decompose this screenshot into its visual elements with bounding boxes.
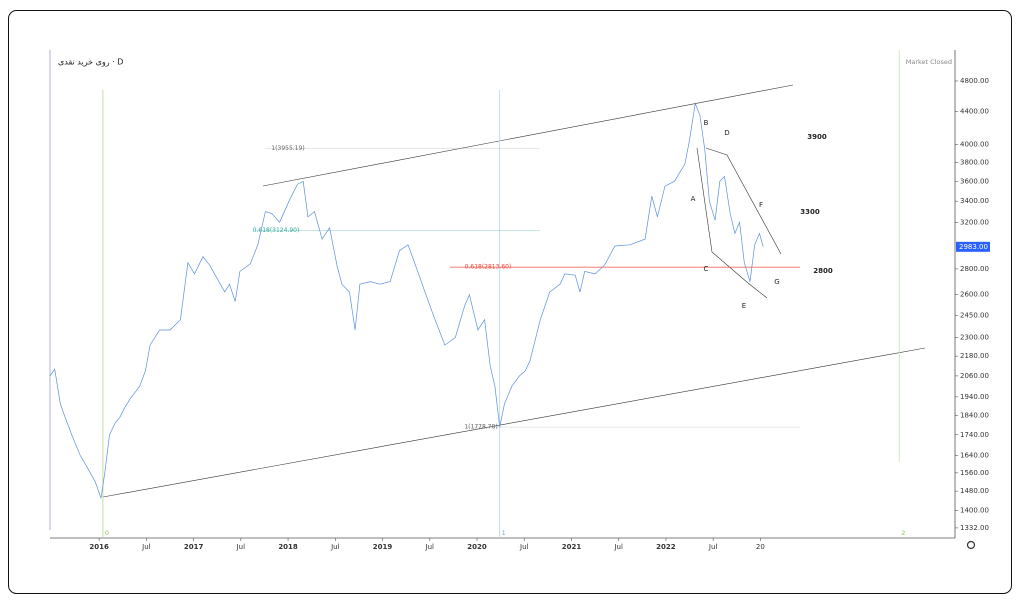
level-label: 1(1778.78) [464,424,497,431]
y-tick-label: 2450.00 [960,311,989,319]
level-note: 3300 [800,208,820,216]
y-tick-label: 1400.00 [960,507,989,515]
x-tick-label: 2020 [467,543,487,551]
channel-line [262,84,794,187]
y-tick-label: 1940.00 [960,393,989,401]
level-label: 0.618(3124.90) [253,227,300,234]
last-price-label: 2983.00 [959,243,988,251]
wave-label: G [774,278,779,286]
y-tick-label: 3200.00 [960,218,989,226]
frame [8,10,1012,594]
wave-label: A [691,195,696,203]
wave-label: B [704,119,709,127]
x-tick-label: Jul [613,543,623,551]
chart-title: روی خرید نقدی · D [58,58,123,67]
y-tick-label: 1332.00 [960,524,989,532]
x-tick-label: 2022 [656,543,676,551]
y-tick-label: 2600.00 [960,291,989,299]
y-tick-label: 4400.00 [960,107,989,115]
marker-label: 0 [105,529,109,537]
x-tick-label: Jul [425,543,435,551]
pattern-line [747,282,768,299]
marker-label: 2 [901,529,905,537]
wave-label: C [704,265,709,273]
level-note: 3900 [807,133,827,141]
x-tick-label: Jul [141,543,151,551]
y-tick-label: 3800.00 [960,158,989,166]
level-label: 1(3955.19) [271,145,304,152]
y-tick-label: 2060.00 [960,372,989,380]
wave-label: D [724,129,729,137]
level-note: 2800 [813,267,833,275]
x-tick-label: Jul [519,543,529,551]
x-tick-label: Jul [708,543,718,551]
y-tick-label: 1480.00 [960,487,989,495]
wave-label: F [759,201,763,209]
x-tick-label: 2016 [89,543,109,551]
level-label: 0.618(2813.60) [465,264,512,271]
x-tick-label: 2018 [278,543,298,551]
y-tick-label: 4800.00 [960,77,989,85]
last-price-box [956,241,990,252]
y-tick-label: 2180.00 [960,352,989,360]
x-tick-label: 2019 [373,543,393,551]
y-tick-label: 2300.00 [960,333,989,341]
price-line [49,102,764,499]
y-tick-label: 1740.00 [960,431,989,439]
x-tick-label: 20 [756,543,765,551]
x-tick-label: 2017 [184,543,204,551]
pattern-line [696,147,749,284]
y-tick-label: 3600.00 [960,177,989,185]
settings-icon-ring[interactable] [966,540,976,550]
x-tick-label: Jul [236,543,246,551]
pattern-line [705,147,782,255]
y-tick-label: 1840.00 [960,411,989,419]
wave-label: E [742,302,746,310]
x-tick-label: Jul [330,543,340,551]
market-status: Market Closed [906,58,952,66]
x-tick-label: 2021 [562,543,582,551]
marker-label: 1 [502,529,506,537]
y-tick-label: 1640.00 [960,451,989,459]
y-tick-label: 3400.00 [960,197,989,205]
y-tick-label: 2800.00 [960,265,989,273]
y-tick-label: 1560.00 [960,469,989,477]
y-tick-label: 4000.00 [960,141,989,149]
channel-line [102,347,926,498]
settings-icon[interactable] [966,540,976,550]
